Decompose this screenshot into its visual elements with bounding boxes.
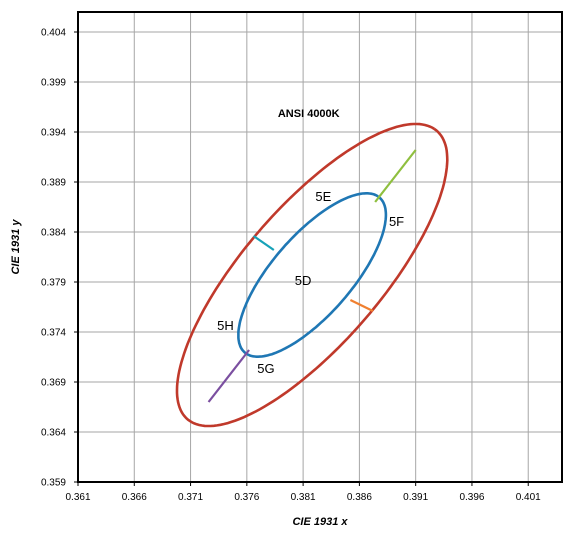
divider-line xyxy=(252,235,275,251)
chart-annotation: ANSI 4000K xyxy=(278,108,340,120)
y-tick-label: 0.389 xyxy=(41,178,66,189)
region-label-5g: 5G xyxy=(257,361,274,376)
x-axis-title: CIE 1931 x xyxy=(292,516,348,528)
y-tick-label: 0.384 xyxy=(41,228,66,239)
divider-line xyxy=(349,299,374,312)
y-tick-label: 0.399 xyxy=(41,78,66,89)
outer-ellipse xyxy=(175,122,449,428)
x-tick-label: 0.391 xyxy=(403,492,428,503)
y-tick-label: 0.374 xyxy=(41,328,66,339)
region-label-5d: 5D xyxy=(295,273,312,288)
region-label-5e: 5E xyxy=(315,189,331,204)
region-label-5h: 5H xyxy=(217,318,234,333)
y-tick-label: 0.369 xyxy=(41,378,66,389)
x-tick-label: 0.386 xyxy=(347,492,372,503)
x-tick-label: 0.376 xyxy=(234,492,259,503)
x-tick-label: 0.361 xyxy=(65,492,90,503)
y-tick-label: 0.364 xyxy=(41,428,66,439)
x-tick-label: 0.381 xyxy=(291,492,316,503)
y-tick-label: 0.379 xyxy=(41,278,66,289)
x-tick-label: 0.366 xyxy=(122,492,147,503)
y-tick-label: 0.404 xyxy=(41,28,66,39)
tick-labels: 0.361 0.366 0.371 0.376 0.381 0.386 0.391 0.396… xyxy=(41,28,541,504)
plot-layer: 5D 5E 5F 5G 5H xyxy=(175,122,449,428)
region-label-5f: 5F xyxy=(389,214,404,229)
divider-line xyxy=(207,349,250,403)
plot-frame xyxy=(77,11,563,483)
x-tick-label: 0.401 xyxy=(516,492,541,503)
divider-line xyxy=(374,149,417,203)
y-axis-title: CIE 1931 y xyxy=(10,219,22,275)
gridlines xyxy=(74,12,562,486)
x-tick-label: 0.396 xyxy=(459,492,484,503)
x-tick-label: 0.371 xyxy=(178,492,203,503)
y-tick-label: 0.394 xyxy=(41,128,66,139)
y-tick-label: 0.359 xyxy=(41,478,66,489)
